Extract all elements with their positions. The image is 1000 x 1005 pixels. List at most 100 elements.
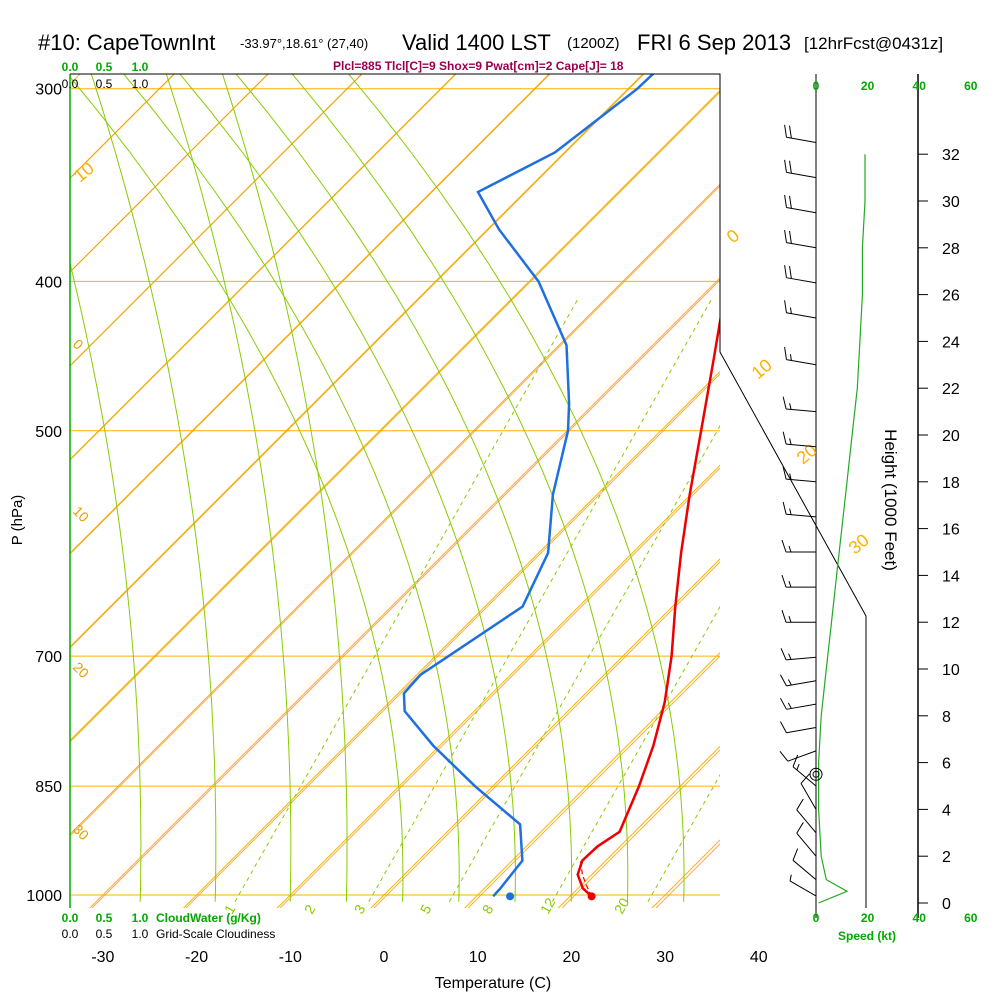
plot-area [70,0,1000,928]
height-tick-label: 18 [942,475,960,492]
wind-barb [784,300,817,319]
p-tick-label: 400 [35,274,62,291]
dry-adiabat-line [70,185,720,837]
wind-barb-flag [789,160,792,174]
wind-barb-flag [784,124,787,138]
moist-adiabat-line [165,74,292,902]
cloud-scale-label: 0.0 [62,60,79,74]
wind-barb [789,874,817,897]
wind-panel [779,124,866,904]
height-tick-label: 16 [942,522,960,539]
cloud-scale-label: 0.0 [62,927,79,941]
dry-adiabat-line [70,74,175,179]
wind-barb-staff [787,750,817,762]
p-axis-title: P (hPa) [9,495,26,546]
speed-tick-label: 20 [861,79,875,93]
height-tick-label: 2 [942,849,951,866]
isotherm-line [70,183,720,835]
p-tick-label: 500 [35,424,62,441]
wind-barb-flag [781,610,787,623]
cloud-scale-label: 0.5 [96,927,113,941]
isotherm-line [70,74,644,648]
moist-adiabat-line [70,76,404,902]
cloudiness-label: Grid-Scale Cloudiness [156,927,275,941]
cloudwater-label: CloudWater (g/Kg) [156,911,261,925]
wind-barb [792,848,817,880]
height-tick-label: 28 [942,241,960,258]
wind-barb-flag [784,347,787,360]
station-coords: -33.97°,18.61° (27,40) [240,36,368,51]
wind-barb [779,697,817,710]
isotherm-line [726,0,1000,928]
valid-date: FRI 6 Sep 2013 [637,30,791,55]
wind-barb-flag [782,466,787,480]
wind-barb-flag [784,194,787,208]
wind-barb [784,194,817,214]
wind-barb [780,648,817,661]
isotherm-label: 10 [748,355,776,383]
isotherm-line [70,74,457,461]
wind-barb-half-flag [789,354,792,361]
wind-barb-flag [780,648,787,661]
height-tick-label: 24 [942,334,960,351]
wind-barb-half-flag [787,702,792,709]
dry-adiabat-line [750,74,1000,908]
mixing-ratio-line [368,297,713,902]
mixing-ratio-line [234,297,580,902]
moist-adiabat-line [291,74,629,902]
wind-barb-staff [796,832,817,857]
isotherm-label: 30 [845,530,873,558]
cloud-scale-label: 1.0 [132,927,149,941]
wind-barb-flag [796,822,804,834]
wind-barb-half-flag [796,763,800,771]
wind-barb [779,750,817,762]
height-tick-label: 8 [942,709,951,726]
wind-barb [779,674,817,687]
wind-barb-half-flag [789,403,792,410]
wind-barb-flag [789,195,792,209]
moist-adiabat-line [235,74,573,902]
isotherm-line [276,464,720,908]
wind-barb-half-flag [788,545,792,553]
wind-barb-flag [789,125,792,139]
p-tick-label: 700 [35,649,62,666]
wind-barb-flag [789,230,792,244]
wind-barb [792,754,817,787]
wind-barb-staff [792,859,817,880]
mixing-ratio-line [448,424,720,902]
series-temperature-line [576,314,720,898]
dry-adiabat-line [70,74,645,649]
wind-barb [781,539,816,553]
wind-barb-flag [796,798,804,811]
wind-barb-flag [782,396,787,410]
dry-adiabat-line [373,561,720,908]
dry-adiabat-line [844,74,1000,908]
wind-barb-flag [782,431,787,445]
isotherm-line [70,74,363,367]
wind-barb-flag [792,754,799,767]
mixing-ratio-label: 2 [301,902,319,917]
height-tick-label: 20 [942,428,960,445]
wind-barb [782,431,817,448]
dry-adiabat-label: 20 [70,659,92,681]
isotherm-label: 0 [723,225,744,247]
wind-barb-flag [784,159,787,173]
dry-adiabat-line [70,74,269,273]
speed-tick-label: 40 [913,911,927,925]
plot-border [70,73,867,908]
wind-barb-flag [781,574,787,588]
wind-barb-staff [789,880,817,897]
wind-barb-flag [781,539,787,553]
p-tick-label: 300 [35,82,62,99]
valid-zulu: (1200Z) [567,35,620,52]
wind-barb [784,159,817,179]
mixing-ratio-label: 20 [611,895,633,917]
temp-tick-label: 10 [469,949,487,966]
moist-adiabat-line [90,74,217,902]
isotherm-line [557,745,720,908]
dry-adiabat-label: 0 [70,336,87,353]
mixing-ratio-label: 5 [417,902,435,917]
valid-time: Valid 1400 LST [402,30,551,55]
